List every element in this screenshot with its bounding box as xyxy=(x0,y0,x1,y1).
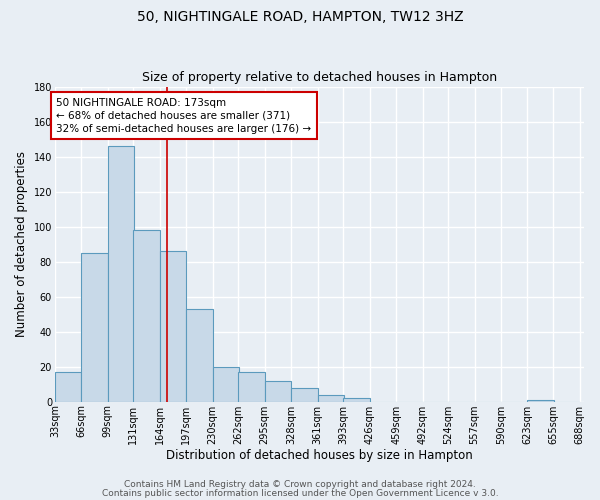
Bar xyxy=(55,372,81,402)
Text: 50, NIGHTINGALE ROAD, HAMPTON, TW12 3HZ: 50, NIGHTINGALE ROAD, HAMPTON, TW12 3HZ xyxy=(137,10,463,24)
Text: Contains HM Land Registry data © Crown copyright and database right 2024.: Contains HM Land Registry data © Crown c… xyxy=(124,480,476,489)
Bar xyxy=(291,388,317,402)
Y-axis label: Number of detached properties: Number of detached properties xyxy=(15,152,28,338)
X-axis label: Distribution of detached houses by size in Hampton: Distribution of detached houses by size … xyxy=(166,450,473,462)
Bar xyxy=(317,394,344,402)
Bar xyxy=(186,309,212,402)
Bar xyxy=(212,366,239,402)
Bar xyxy=(238,372,265,402)
Bar xyxy=(160,252,186,402)
Text: 50 NIGHTINGALE ROAD: 173sqm
← 68% of detached houses are smaller (371)
32% of se: 50 NIGHTINGALE ROAD: 173sqm ← 68% of det… xyxy=(56,98,311,134)
Bar xyxy=(527,400,554,402)
Bar xyxy=(265,380,291,402)
Bar xyxy=(81,253,108,402)
Bar xyxy=(133,230,160,402)
Bar xyxy=(343,398,370,402)
Text: Contains public sector information licensed under the Open Government Licence v : Contains public sector information licen… xyxy=(101,488,499,498)
Title: Size of property relative to detached houses in Hampton: Size of property relative to detached ho… xyxy=(142,72,497,85)
Bar xyxy=(108,146,134,402)
